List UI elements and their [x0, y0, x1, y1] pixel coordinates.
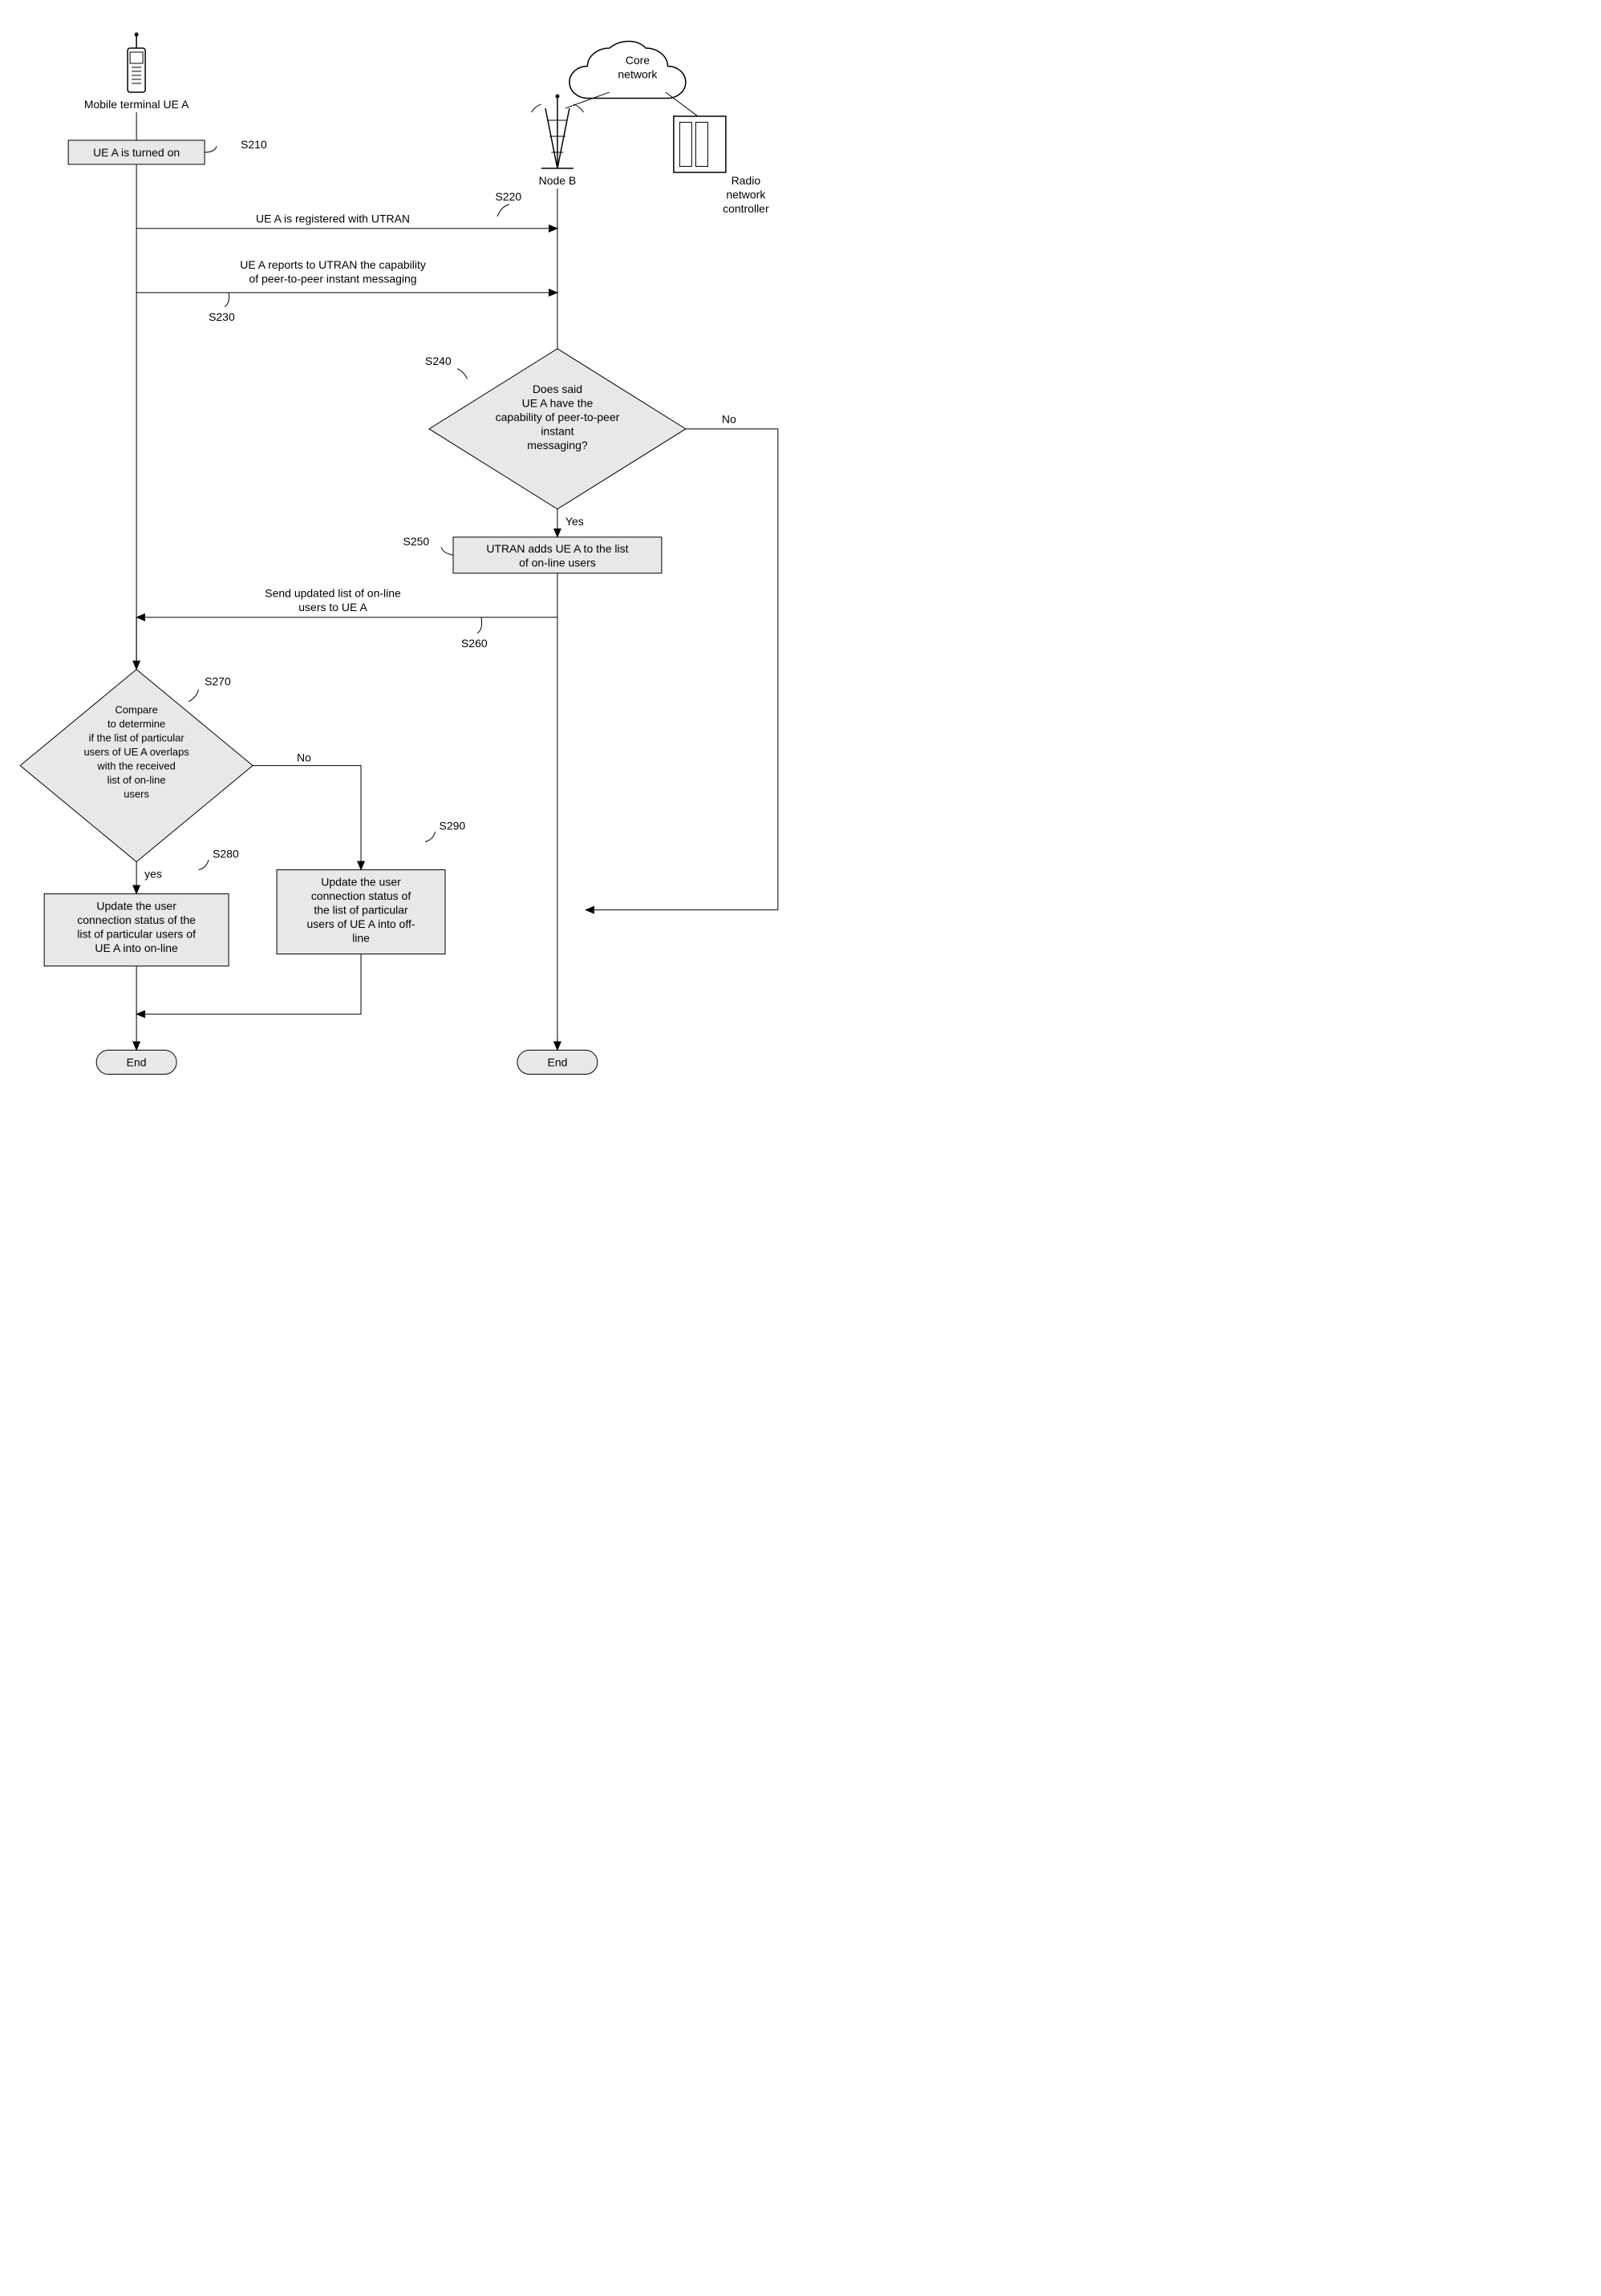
cloud-to-rnc-line	[666, 92, 698, 116]
s290-id: S290	[439, 820, 465, 832]
s260-tick	[477, 618, 482, 634]
end-left-text: End	[127, 1056, 147, 1069]
s210-tick	[205, 146, 217, 152]
s230-id: S230	[209, 310, 235, 323]
s240-l5: messaging?	[527, 439, 588, 452]
ue-label: Mobile terminal UE A	[84, 98, 189, 111]
s270-l2: to determine	[107, 718, 165, 730]
s280-l3: list of particular users of	[77, 928, 196, 941]
s210-text: UE A is turned on	[93, 146, 180, 159]
s290-l1: Update the user	[321, 876, 401, 889]
s280-id: S280	[213, 848, 239, 860]
s240-yes: Yes	[565, 515, 584, 528]
s280-l4: UE A into on-line	[95, 941, 178, 954]
s250-tick	[441, 547, 453, 555]
s220-text: UE A is registered with UTRAN	[256, 212, 410, 225]
s230-tick	[225, 293, 229, 306]
flowchart-diagram: Mobile terminal UE A Core network Node B…	[16, 16, 817, 1164]
s280-l2: connection status of the	[77, 913, 196, 926]
s270-tick	[188, 690, 198, 702]
s260-l1: Send updated list of on-line	[265, 587, 401, 600]
s270-l7: users	[124, 788, 149, 800]
s220-tick	[497, 204, 509, 217]
s290-l2: connection status of	[311, 889, 411, 902]
s240-l2: UE A have the	[522, 396, 594, 409]
rnc-label-1: Radio	[732, 174, 761, 187]
s230-text2: of peer-to-peer instant messaging	[249, 272, 416, 285]
s270-l4: users of UE A overlaps	[83, 746, 189, 758]
s270-l5: with the received	[96, 760, 175, 772]
s260-id: S260	[461, 637, 488, 650]
s280-l1: Update the user	[96, 900, 176, 913]
s270-l1: Compare	[115, 704, 157, 716]
s290-l3: the list of particular	[314, 904, 408, 917]
s250-l2: of on-line users	[519, 556, 596, 569]
core-network-label-2: network	[618, 67, 658, 80]
end-right-text: End	[547, 1056, 567, 1069]
s290-l5: line	[352, 932, 370, 945]
s240-l1: Does said	[533, 383, 582, 395]
s250-id: S250	[403, 535, 430, 548]
s240-l3: capability of peer-to-peer	[496, 411, 620, 423]
rnc-label-2: network	[726, 188, 766, 200]
nodeb-label: Node B	[539, 174, 577, 187]
s240-no: No	[722, 412, 736, 425]
s270-no: No	[297, 751, 311, 764]
s270-l3: if the list of particular	[89, 732, 185, 744]
s240-id: S240	[425, 354, 452, 367]
s260-l2: users to UE A	[298, 601, 367, 613]
s290-l4: users of UE A into off-	[307, 917, 415, 930]
s250-l1: UTRAN adds UE A to the list	[486, 542, 628, 555]
rnc-label-3: controller	[723, 202, 769, 215]
s220-id: S220	[495, 190, 521, 203]
rnc-icon	[674, 116, 726, 172]
s280-tick	[199, 860, 209, 869]
s240-tick	[457, 369, 467, 379]
s270-id: S270	[205, 675, 231, 688]
s290-tick	[425, 832, 435, 841]
core-network-label-1: Core	[626, 54, 651, 67]
s270-yes: yes	[144, 868, 162, 881]
s240-no-path	[586, 429, 778, 910]
mobile-phone-icon	[128, 32, 145, 91]
nodeb-tower-icon	[531, 94, 583, 168]
s270-l6: list of on-line	[107, 774, 166, 786]
s270-no-path	[253, 766, 361, 870]
s210-id: S210	[241, 138, 267, 151]
s230-text1: UE A reports to UTRAN the capability	[240, 258, 426, 271]
s240-l4: instant	[541, 424, 574, 437]
